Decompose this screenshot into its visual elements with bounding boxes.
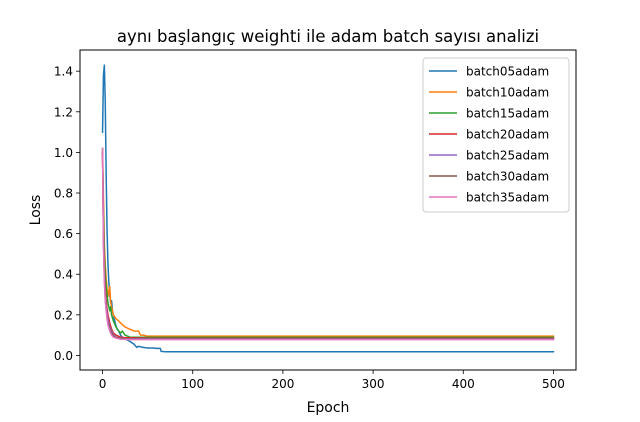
legend-label-batch30adam: batch30adam [466, 170, 549, 184]
plot-frame [79, 49, 577, 371]
x-tick-label: 0 [99, 377, 107, 391]
legend-label-batch10adam: batch10adam [466, 86, 549, 100]
legend-label-batch35adam: batch35adam [466, 191, 549, 205]
y-axis-ticks: 0.0 0.2 0.4 0.6 0.8 1.0 1.2 1.4 [54, 65, 80, 363]
y-tick-label: 1.4 [54, 65, 73, 79]
x-axis-label: Epoch [307, 400, 350, 416]
y-tick-label: 0.0 [54, 349, 73, 363]
x-tick-label: 100 [181, 377, 204, 391]
y-tick-label: 0.4 [54, 268, 73, 282]
y-tick-label: 0.8 [54, 187, 73, 201]
series-layer [101, 64, 555, 353]
chart-title: aynı başlangıç weighti ile adam batch sa… [117, 27, 539, 46]
legend-label-batch05adam: batch05adam [466, 65, 549, 79]
series-line-batch15adam [101, 147, 555, 338]
legend-box [422, 57, 570, 213]
legend: batch05adam batch10adam batch15adam batch20… [422, 57, 570, 213]
y-axis-label: Loss [28, 195, 44, 226]
x-tick-label: 400 [452, 377, 475, 391]
legend-label-batch15adam: batch15adam [466, 107, 549, 121]
y-tick-label: 1.0 [54, 146, 73, 160]
legend-label-batch20adam: batch20adam [466, 128, 549, 142]
series-line-batch05adam [101, 64, 555, 353]
x-tick-label: 500 [542, 377, 565, 391]
series-line-batch35adam [101, 147, 555, 341]
legend-label-batch25adam: batch25adam [466, 149, 549, 163]
x-tick-label: 300 [362, 377, 385, 391]
y-tick-label: 0.6 [54, 227, 73, 241]
y-tick-label: 1.2 [54, 105, 73, 119]
x-tick-label: 200 [271, 377, 294, 391]
x-axis-ticks: 0 100 200 300 400 500 [99, 370, 565, 391]
y-tick-label: 0.2 [54, 308, 73, 322]
